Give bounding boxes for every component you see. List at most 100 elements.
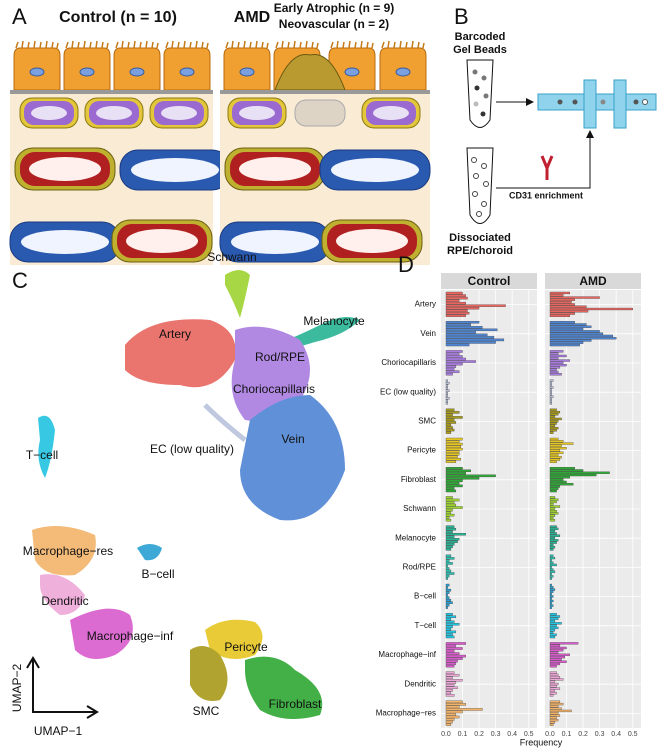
bar [549, 500, 557, 504]
bar [445, 370, 460, 373]
bar [445, 593, 448, 597]
bar [549, 653, 570, 656]
vein [319, 149, 431, 191]
bar [445, 294, 466, 297]
panel-b: B Barcoded Gel Beads CD31 enrichment Dis… [447, 4, 657, 257]
bar [549, 658, 562, 661]
bar [445, 428, 455, 432]
bar [445, 583, 450, 587]
cluster [225, 270, 250, 318]
artery [111, 219, 213, 263]
y-tick-label: EC (low quality) [380, 387, 436, 396]
bar [549, 429, 557, 432]
chip-channel [583, 79, 597, 129]
bar [445, 489, 457, 493]
bar [445, 545, 453, 549]
bar [549, 723, 554, 726]
bar [549, 718, 559, 722]
bar [549, 716, 557, 719]
drusen [274, 53, 346, 91]
bar [549, 400, 552, 403]
bar [445, 654, 466, 658]
bar [445, 323, 471, 327]
bar [549, 363, 567, 367]
bar [445, 503, 457, 507]
bar [549, 694, 554, 697]
bar [549, 370, 559, 374]
bar [445, 484, 463, 488]
bar [549, 366, 561, 369]
bar [445, 467, 463, 470]
bar [549, 660, 567, 663]
y-tick-label: Vein [420, 329, 436, 338]
ghost-vessel [294, 99, 346, 127]
bar [445, 618, 452, 621]
bar [549, 469, 584, 472]
x-tick-label: 0.1 [562, 731, 572, 738]
rpe-cell [63, 40, 111, 91]
bar [549, 539, 559, 542]
artery [14, 147, 116, 191]
bar [549, 453, 559, 457]
bar [549, 476, 570, 479]
cluster-label: Schwann [207, 250, 256, 264]
y-tick-label: Artery [415, 300, 436, 309]
bar [549, 325, 592, 328]
bar [445, 312, 470, 315]
bar [549, 577, 552, 580]
bar [549, 420, 559, 423]
bar [549, 563, 557, 567]
bar [549, 483, 574, 486]
bar [549, 330, 600, 333]
cluster [38, 415, 55, 478]
bar [549, 368, 557, 371]
bar [549, 312, 575, 315]
bar [445, 676, 453, 679]
capillary [149, 97, 209, 129]
bar [549, 678, 564, 681]
y-tick-label: B−cell [414, 592, 436, 601]
bar [549, 543, 554, 547]
bar [445, 705, 460, 709]
bar [549, 514, 556, 517]
bar [445, 703, 466, 706]
bar [549, 314, 570, 318]
bar [549, 613, 557, 616]
bar [549, 700, 561, 703]
bar [549, 642, 579, 645]
bar [445, 644, 457, 648]
cluster [190, 646, 228, 701]
cluster [137, 544, 162, 561]
y-tick-label: Rod/RPE [403, 563, 436, 572]
bar [445, 535, 455, 538]
strip [441, 273, 537, 289]
bar [445, 408, 455, 412]
cluster [245, 656, 323, 719]
cluster-label: Choriocapillaris [233, 382, 315, 396]
capillary [361, 97, 421, 129]
bar [445, 431, 452, 434]
panel-label: C [12, 268, 28, 293]
bar [549, 588, 556, 591]
bar [445, 642, 466, 645]
bar [445, 543, 455, 546]
bar [549, 357, 559, 360]
bar [445, 615, 457, 619]
bar [445, 718, 455, 721]
cluster-label: SMC [193, 704, 220, 718]
bar [549, 712, 559, 715]
bar [549, 617, 559, 620]
cluster-label: Pericyte [224, 640, 268, 654]
bar [445, 557, 455, 560]
bar [445, 681, 457, 684]
strip-label: AMD [579, 274, 607, 288]
bar [549, 393, 552, 396]
amd-illustration [219, 40, 431, 265]
droplets [557, 99, 648, 105]
panel-subtitle: Neovascular (n = 2) [279, 17, 389, 31]
cluster [203, 403, 247, 442]
bar [549, 676, 561, 679]
bar [549, 702, 564, 706]
bar [549, 381, 552, 384]
